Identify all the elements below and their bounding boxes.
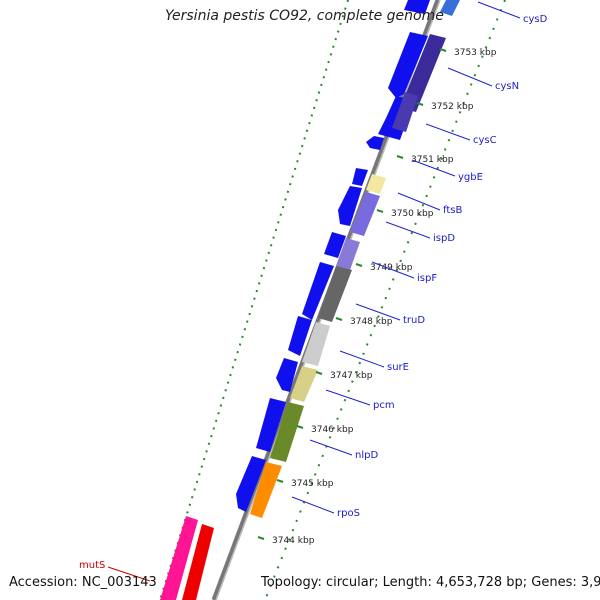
gene-label-cysD[interactable]: cysD: [523, 14, 548, 25]
tick-mark: [315, 371, 323, 375]
cds-arrow: [404, 0, 430, 14]
gene-leader-line: [355, 303, 401, 321]
cds-block-cysC: [392, 92, 418, 132]
tick-label: 3750 kbp: [391, 209, 434, 219]
tick-mark: [439, 48, 447, 52]
mutS-region: [160, 516, 214, 600]
accession-value: NC_003143: [81, 575, 157, 590]
cds-block-ftsB: [350, 192, 380, 236]
gene-leader-line: [371, 261, 415, 279]
gene-leader-line: [385, 221, 431, 239]
accession-label: Accession:: [9, 575, 78, 590]
tick-mark: [396, 155, 404, 159]
reverse-strand-cds: [250, 0, 460, 518]
tick-mark: [257, 536, 265, 540]
gene-leader-line: [339, 350, 385, 368]
gene-label-cysN[interactable]: cysN: [495, 81, 519, 92]
cds-block-ygbE: [366, 174, 386, 194]
tick-mark: [296, 425, 304, 429]
gene-leader-line: [411, 159, 456, 177]
tick-mark: [355, 263, 363, 267]
gene-leader-line: [291, 496, 335, 514]
tick-mark: [276, 479, 284, 483]
tick-label: 3749 kbp: [370, 263, 413, 273]
gene-label-nlpD[interactable]: nlpD: [355, 450, 378, 461]
cds-arrow: [276, 358, 298, 392]
cds-arrow: [256, 398, 286, 452]
tick-mark: [335, 317, 343, 321]
gene-leader-line: [477, 1, 521, 19]
tick-label: 3753 kbp: [454, 48, 497, 58]
cds-arrow: [352, 168, 368, 186]
tick-label: 3744 kbp: [272, 536, 315, 546]
cds-arrow: [302, 262, 334, 320]
cds-block-mutS-pink: [160, 516, 198, 600]
gene-label-ispF[interactable]: ispF: [417, 273, 437, 284]
gene-label-cysC[interactable]: cysC: [473, 135, 497, 146]
gene-label-ftsB[interactable]: ftsB: [443, 205, 462, 216]
forward-strand-cds: [236, 0, 430, 512]
cds-block-mutS-red: [182, 524, 214, 600]
tick-label: 3747 kbp: [330, 371, 373, 381]
gene-leader-line: [397, 192, 441, 211]
inner-dotted-ring: [264, 0, 506, 600]
tick-label: 3745 kbp: [291, 479, 334, 489]
gene-leader-line: [325, 389, 371, 406]
cds-block-cysD: [440, 0, 460, 16]
tick-label: 3748 kbp: [350, 317, 393, 327]
scale-ticks: 3753 kbp 3752 kbp 3751 kbp 3750 kbp 3749 kbp…: [257, 48, 497, 546]
cds-block-truD: [318, 266, 352, 322]
gene-label-ispD[interactable]: ispD: [433, 233, 455, 244]
cds-block-surE: [302, 322, 330, 366]
tick-label: 3751 kbp: [411, 155, 454, 165]
genome-info-footer: Topology: circular; Length: 4,653,728 bp…: [261, 575, 600, 590]
tick-mark: [416, 102, 424, 106]
cds-arrow: [338, 186, 362, 226]
gene-label-mutS[interactable]: mutS: [79, 560, 105, 571]
cds-arrow: [388, 32, 428, 98]
gene-label-truD[interactable]: truD: [403, 315, 425, 326]
gene-label-surE[interactable]: surE: [387, 362, 409, 373]
gene-label-rpoS[interactable]: rpoS: [337, 508, 360, 519]
cds-arrow: [324, 232, 346, 258]
gene-leader-line: [447, 67, 493, 87]
gene-leader-line: [425, 123, 471, 141]
cds-block-nlpD: [270, 402, 304, 462]
gene-label-ygbE[interactable]: ygbE: [458, 172, 483, 183]
gene-leader-line: [309, 439, 353, 456]
cds-arrow: [236, 456, 266, 512]
cds-block-ispD: [336, 238, 360, 270]
tick-mark: [376, 209, 384, 213]
gene-label-pcm[interactable]: pcm: [373, 400, 395, 411]
outer-dotted-ring: [159, 0, 349, 600]
cds-block-pcm: [290, 366, 318, 402]
genome-title: Yersinia pestis CO92, complete genome: [165, 8, 444, 24]
tick-label: 3746 kbp: [311, 425, 354, 435]
cds-arrow: [288, 316, 312, 356]
cds-block-rpoS: [250, 462, 282, 518]
cds-block-cysN: [400, 34, 446, 112]
tick-label: 3752 kbp: [431, 102, 474, 112]
cds-arrow: [366, 136, 384, 150]
gene-labels: cysD cysN cysC ygbE ftsB ispD ispF truD surE pcm n…: [79, 1, 548, 582]
accession-footer: Accession: NC_003143: [9, 575, 157, 590]
gene-leader-line: [107, 566, 151, 582]
